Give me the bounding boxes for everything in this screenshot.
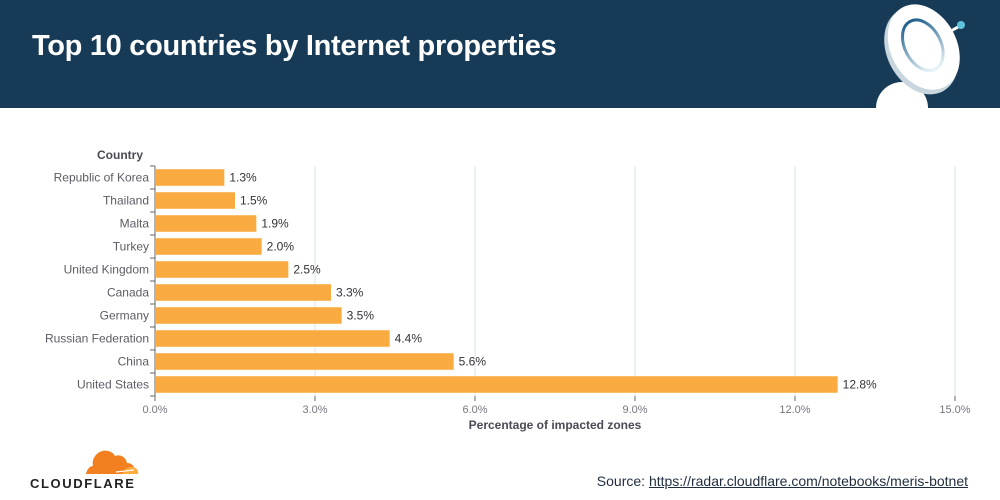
bar	[156, 215, 257, 232]
y-tick-label: Russian Federation	[45, 332, 149, 346]
data-label: 3.5%	[347, 309, 375, 323]
data-label: 2.0%	[267, 240, 295, 254]
cloudflare-cloud-icon	[86, 450, 139, 474]
data-label: 1.5%	[240, 194, 268, 208]
satellite-dish-icon	[876, 4, 965, 108]
source-link[interactable]: https://radar.cloudflare.com/notebooks/m…	[648, 473, 968, 489]
source-note: Source: https://radar.cloudflare.com/not…	[597, 473, 968, 489]
data-label: 12.8%	[843, 378, 877, 392]
bar	[156, 307, 342, 324]
y-axis-title: Country	[97, 148, 143, 162]
y-tick-label: Thailand	[103, 194, 149, 208]
bar-chart: 1.3% 1.5% 1.9% 2.0% 2.5% 3.3% 3.5% 4.4% 5.6% 12.8…	[45, 148, 971, 432]
data-label: 1.3%	[229, 171, 257, 185]
data-label: 1.9%	[261, 217, 289, 231]
axes: 0.0% 3.0% 6.0% 9.0% 12.0% 15.0% Republic of Ko…	[45, 165, 971, 416]
bar	[156, 169, 225, 186]
data-label: 2.5%	[293, 263, 321, 277]
bar	[156, 330, 390, 347]
y-tick-label: United States	[77, 378, 149, 392]
y-tick-label: Germany	[100, 309, 149, 323]
x-tick-label: 6.0%	[462, 404, 487, 416]
y-tick-label: Republic of Korea	[54, 171, 150, 185]
bar	[156, 192, 235, 209]
header-banner: Top 10 countries by Internet properties	[0, 0, 1000, 108]
x-axis-title: Percentage of impacted zones	[469, 418, 642, 432]
page-title: Top 10 countries by Internet properties	[32, 30, 557, 62]
bar	[156, 284, 331, 301]
x-tick-label: 12.0%	[779, 404, 810, 416]
y-tick-label: Turkey	[113, 240, 149, 254]
y-tick-label: Canada	[107, 286, 149, 300]
y-tick-label: Malta	[120, 217, 150, 231]
bar	[156, 238, 262, 255]
cloudflare-wordmark: CLOUDFLARE	[30, 476, 136, 491]
bar	[156, 376, 838, 393]
data-label: 5.6%	[459, 355, 487, 369]
x-tick-label: 9.0%	[622, 404, 647, 416]
cloudflare-logo: CLOUDFLARE	[30, 448, 140, 494]
bars: 1.3% 1.5% 1.9% 2.0% 2.5% 3.3% 3.5% 4.4% 5.6% 12.8…	[156, 169, 877, 393]
bar	[156, 261, 289, 278]
grid-lines	[314, 166, 956, 396]
data-label: 3.3%	[336, 286, 364, 300]
bar	[156, 353, 454, 370]
source-prefix: Source:	[596, 473, 649, 489]
y-tick-label: United Kingdom	[64, 263, 149, 277]
x-tick-label: 15.0%	[939, 404, 970, 416]
y-tick-label: China	[118, 355, 150, 369]
x-tick-label: 3.0%	[302, 404, 327, 416]
data-label: 4.4%	[395, 332, 423, 346]
x-tick-label: 0.0%	[142, 404, 167, 416]
